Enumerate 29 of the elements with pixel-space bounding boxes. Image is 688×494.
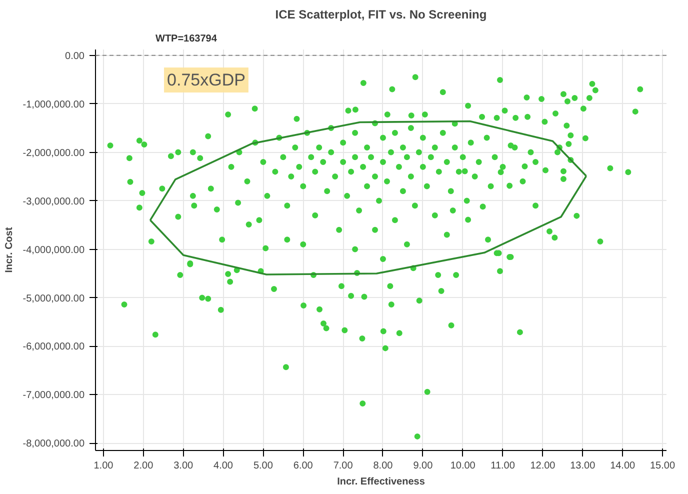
x-tick-label: 10.00 [450, 460, 476, 472]
x-tick-label: 2.00 [134, 460, 154, 472]
x-tick-label: 11.00 [490, 460, 516, 472]
y-tick-label: -1,000,000.00 [22, 99, 85, 110]
x-tick-label: 12.00 [530, 460, 556, 472]
x-tick-label: 5.00 [253, 460, 274, 472]
y-tick-label: -5,000,000.00 [22, 293, 85, 304]
x-tick-label: 4.00 [214, 460, 234, 472]
annotation: 0.75xGDP [167, 70, 246, 90]
x-tick-label: 14.00 [610, 460, 636, 472]
x-tick-label: 1.00 [94, 460, 114, 472]
x-tick-label: 7.00 [333, 460, 354, 472]
y-tick-label: -3,000,000.00 [22, 196, 85, 208]
x-tick-label: 8.00 [373, 460, 394, 472]
y-tick-label: -2,000,000.00 [22, 148, 85, 159]
x-axis-title: Incr. Effectiveness [337, 476, 426, 488]
x-tick-label: 3.00 [174, 460, 194, 472]
y-tick-label: 0.00 [65, 50, 85, 62]
y-tick-label: -6,000,000.00 [22, 342, 85, 353]
x-tick-label: 15.00 [650, 460, 676, 472]
y-tick-label: -4,000,000.00 [22, 244, 85, 256]
y-axis-title: Incr. Cost [4, 226, 15, 273]
x-tick-label: 9.00 [413, 460, 434, 472]
text: WTP=163794 [156, 34, 218, 44]
y-tick-label: -7,000,000.00 [22, 390, 85, 402]
x-tick-label: 6.00 [293, 460, 314, 472]
x-tick-label: 13.00 [570, 460, 596, 472]
chart-title: ICE Scatterplot, FIT vs. No Screening [275, 8, 487, 22]
y-tick-label: -8,000,000.00 [22, 438, 85, 450]
